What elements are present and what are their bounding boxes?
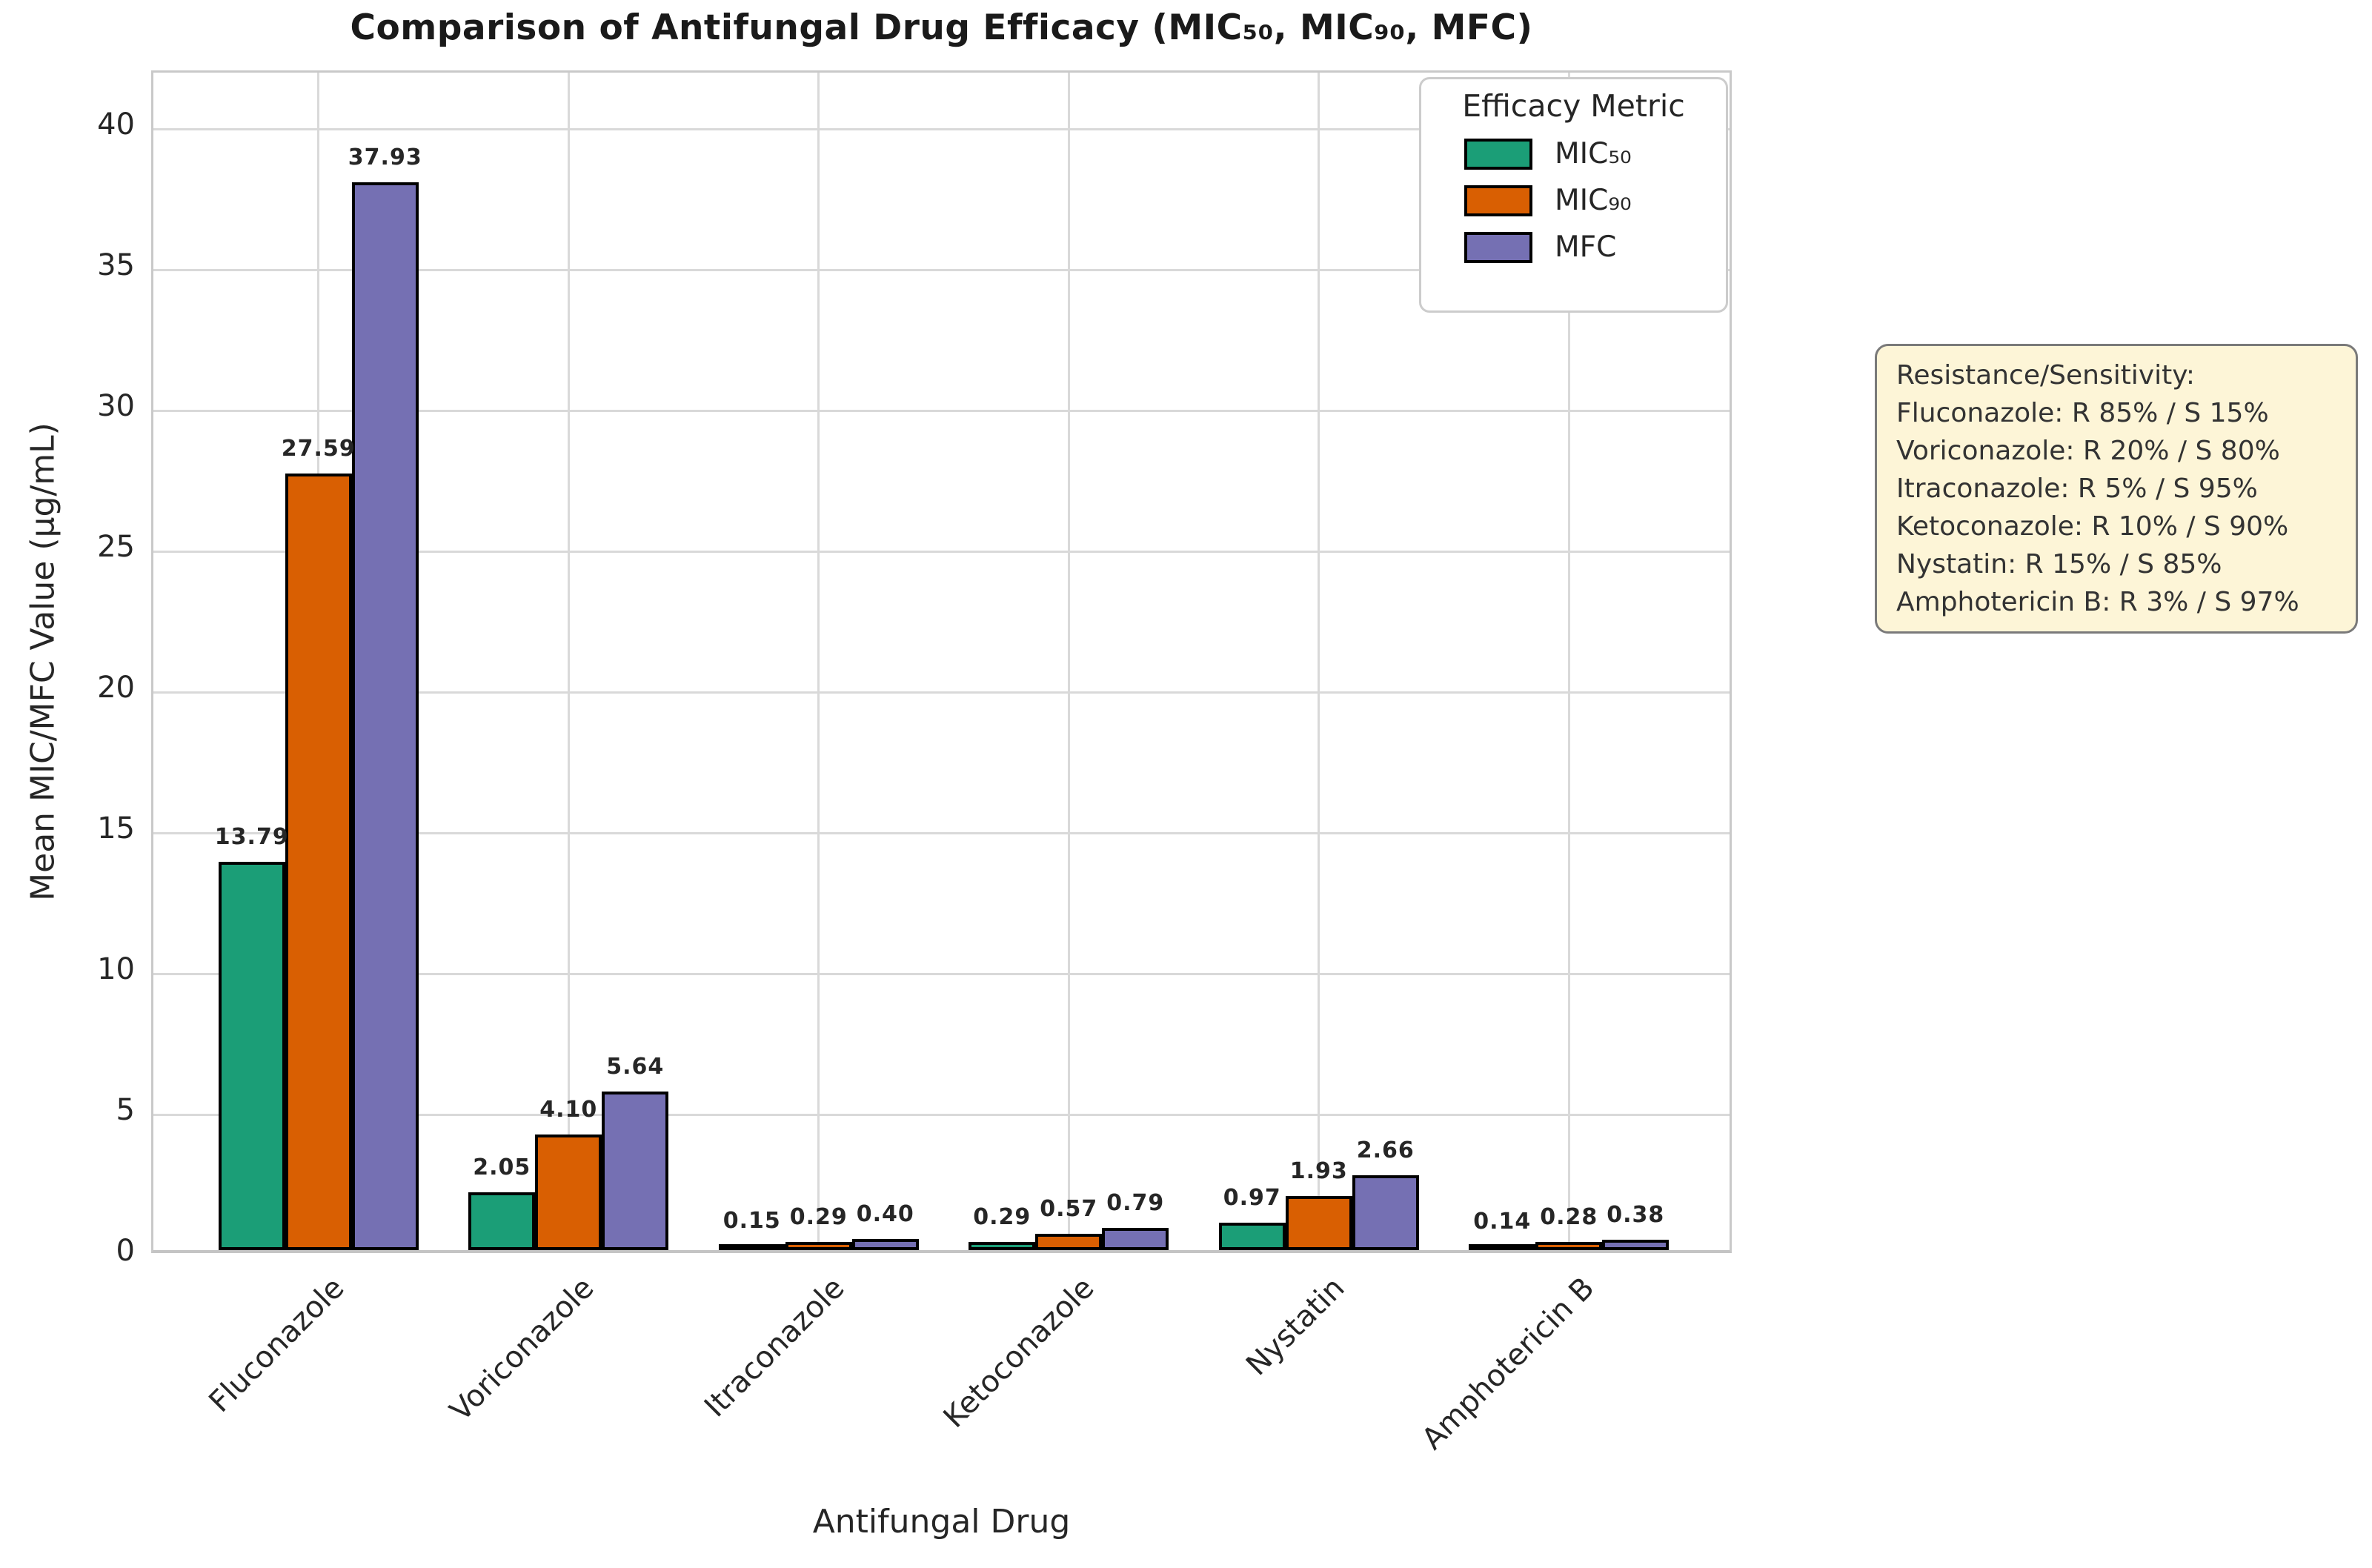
bar-value-label: 0.15 <box>722 1208 781 1235</box>
bar-MIC₉₀-Itraconazole <box>785 1241 852 1250</box>
gridline-horizontal <box>153 691 1730 694</box>
x-tick-label-Ketoconazole: Ketoconazole <box>937 1271 1101 1435</box>
bar-MIC₅₀-Nystatin <box>1218 1223 1286 1250</box>
bar-value-label: 0.57 <box>1040 1196 1098 1223</box>
annotation-line: Voriconazole: R 20% / S 80% <box>1896 436 2280 466</box>
bar-value-label: 0.14 <box>1473 1208 1532 1235</box>
y-tick-label: 40 <box>97 107 135 142</box>
gridline-horizontal <box>153 1113 1730 1116</box>
bar-value-label: 5.64 <box>606 1053 665 1080</box>
bar-value-label: 27.59 <box>281 435 356 462</box>
gridline-horizontal <box>153 268 1730 271</box>
annotation-line: Resistance/Sensitivity: <box>1896 360 2196 391</box>
y-tick-label: 5 <box>116 1093 135 1127</box>
legend-swatch-mic50-icon <box>1464 138 1532 170</box>
x-tick-label-Fluconazole: Fluconazole <box>202 1271 351 1420</box>
bar-value-label: 0.38 <box>1607 1201 1665 1228</box>
gridline-vertical <box>1567 73 1570 1250</box>
gridline-vertical <box>1318 73 1320 1250</box>
y-tick-label: 20 <box>97 671 135 705</box>
annotation-box: Resistance/Sensitivity: Fluconazole: R 8… <box>1875 344 2358 634</box>
y-tick-label: 15 <box>97 811 135 846</box>
bar-value-label: 0.97 <box>1223 1185 1281 1212</box>
y-axis-title: Mean MIC/MFC Value (µg/mL) <box>24 422 62 901</box>
bar-MFC-Amphotericin B <box>1602 1239 1670 1250</box>
bar-MIC₅₀-Itraconazole <box>718 1244 785 1250</box>
bar-MFC-Ketoconazole <box>1102 1227 1169 1250</box>
x-tick-label-Itraconazole: Itraconazole <box>697 1271 851 1424</box>
x-tick-label-Nystatin: Nystatin <box>1239 1271 1352 1383</box>
bar-MFC-Itraconazole <box>851 1238 919 1250</box>
annotation-line: Ketoconazole: R 10% / S 90% <box>1896 511 2289 542</box>
legend-entry: MIC₅₀ <box>1464 137 1726 170</box>
gridline-vertical <box>1067 73 1070 1250</box>
gridline-horizontal <box>153 831 1730 834</box>
legend-label: MIC₅₀ <box>1555 137 1632 170</box>
x-axis-title: Antifungal Drug <box>812 1503 1071 1541</box>
legend-label: MFC <box>1555 230 1617 264</box>
bar-value-label: 0.29 <box>789 1203 848 1230</box>
bar-MIC₅₀-Amphotericin B <box>1469 1244 1536 1250</box>
legend-title: Efficacy Metric <box>1462 88 1685 124</box>
gridline-vertical <box>567 73 570 1250</box>
bar-MIC₉₀-Fluconazole <box>285 473 352 1250</box>
bar-value-label: 4.10 <box>539 1097 598 1123</box>
bar-MIC₅₀-Ketoconazole <box>969 1241 1036 1250</box>
bar-value-label: 0.28 <box>1540 1204 1598 1231</box>
y-tick-label: 30 <box>97 389 135 423</box>
bar-MIC₉₀-Ketoconazole <box>1035 1234 1103 1250</box>
y-tick-label: 25 <box>97 530 135 564</box>
y-tick-label: 10 <box>97 952 135 986</box>
bar-value-label: 2.05 <box>473 1155 531 1181</box>
bar-value-label: 2.66 <box>1356 1137 1415 1163</box>
bar-value-label: 0.79 <box>1106 1189 1165 1216</box>
bar-MFC-Fluconazole <box>351 182 419 1250</box>
y-tick-label: 0 <box>116 1234 135 1268</box>
bar-MIC₅₀-Voriconazole <box>468 1192 536 1250</box>
legend-entry: MFC <box>1464 230 1726 264</box>
annotation-line: Fluconazole: R 85% / S 15% <box>1896 398 2269 428</box>
bar-value-label: 1.93 <box>1289 1157 1348 1184</box>
annotation-line: Nystatin: R 15% / S 85% <box>1896 549 2222 579</box>
bar-MIC₉₀-Amphotericin B <box>1535 1242 1603 1250</box>
x-tick-label-Amphotericin B: Amphotericin B <box>1415 1271 1601 1457</box>
chart-title: Comparison of Antifungal Drug Efficacy (… <box>350 7 1533 48</box>
bar-value-label: 0.29 <box>973 1203 1031 1230</box>
bar-MIC₉₀-Voriconazole <box>535 1135 602 1250</box>
bar-value-label: 13.79 <box>214 823 289 850</box>
gridline-horizontal <box>153 550 1730 553</box>
legend: Efficacy Metric MIC₅₀ MIC₉₀ MFC <box>1419 77 1728 313</box>
legend-entry: MIC₉₀ <box>1464 184 1726 217</box>
x-tick-label-Voriconazole: Voriconazole <box>443 1271 601 1428</box>
bar-MFC-Voriconazole <box>602 1091 669 1250</box>
bar-MIC₅₀-Fluconazole <box>218 861 285 1250</box>
legend-label: MIC₉₀ <box>1555 184 1632 217</box>
gridline-horizontal <box>153 127 1730 130</box>
y-tick-label: 35 <box>97 248 135 282</box>
gridline-horizontal <box>153 409 1730 412</box>
annotation-line: Itraconazole: R 5% / S 95% <box>1896 474 2258 504</box>
legend-swatch-mic90-icon <box>1464 185 1532 216</box>
legend-swatch-mfc-icon <box>1464 231 1532 263</box>
annotation-line: Amphotericin B: R 3% / S 97% <box>1896 587 2299 617</box>
bar-MFC-Nystatin <box>1352 1175 1419 1250</box>
bar-MIC₉₀-Nystatin <box>1285 1195 1352 1250</box>
bar-value-label: 0.40 <box>856 1200 914 1227</box>
gridline-horizontal <box>153 972 1730 975</box>
bar-value-label: 37.93 <box>348 144 422 170</box>
gridline-vertical <box>817 73 820 1250</box>
